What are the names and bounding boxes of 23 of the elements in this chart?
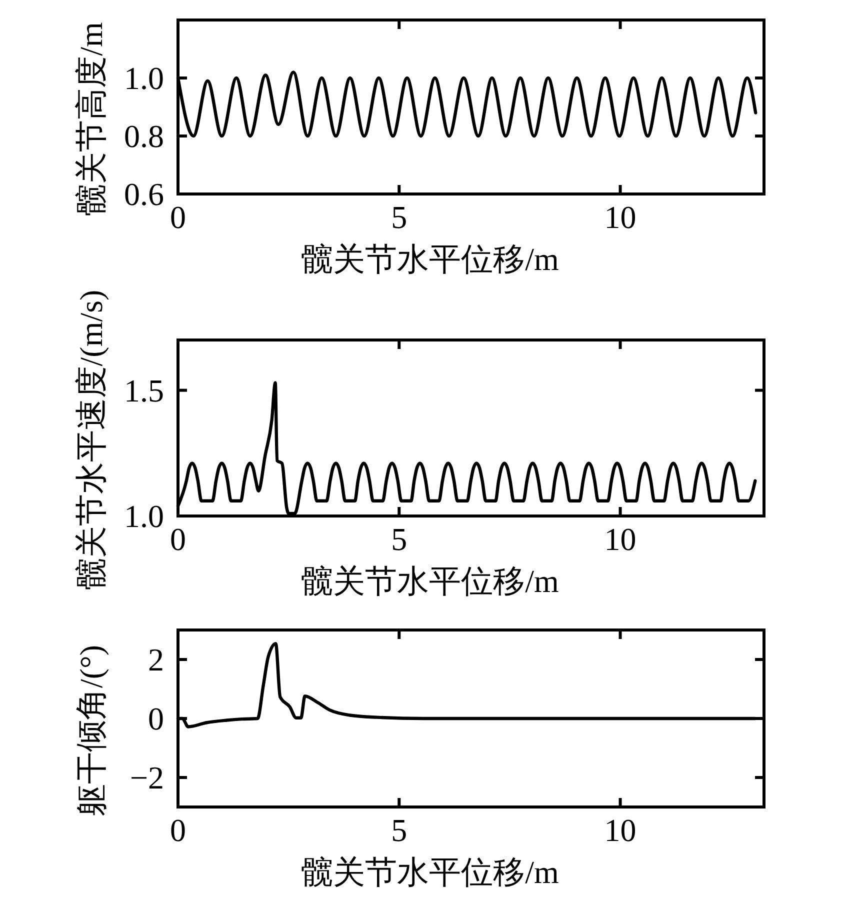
x-tick-label: 0 (170, 521, 186, 557)
y-axis-title: 躯干倾角/(°) (73, 645, 109, 816)
x-tick-label: 5 (391, 199, 408, 235)
y-tick-label: 0.8 (124, 118, 164, 154)
x-axis-title: 髋关节水平位移/m (301, 854, 559, 890)
y-tick-label: 2 (148, 642, 164, 678)
y-tick-label: 1.5 (124, 372, 164, 408)
x-tick-label: 5 (391, 812, 408, 848)
x-tick-label: 10 (604, 812, 636, 848)
y-tick-label: 0.6 (124, 176, 164, 212)
x-axis-title: 髋关节水平位移/m (301, 241, 559, 277)
y-tick-label: 1.0 (124, 60, 164, 96)
x-tick-label: 10 (604, 199, 636, 235)
y-axis-title: 髋关节水平速度/(m/s) (73, 290, 109, 590)
x-tick-label: 0 (170, 199, 186, 235)
x-tick-label: 5 (391, 521, 408, 557)
x-axis-title: 髋关节水平位移/m (301, 563, 559, 599)
x-tick-label: 0 (170, 812, 186, 848)
x-tick-label: 10 (604, 521, 636, 557)
y-axis-title: 髋关节高度/m (73, 22, 109, 216)
y-tick-label: 1.0 (124, 498, 164, 534)
y-tick-label: 0 (148, 700, 164, 736)
y-tick-label: −2 (130, 760, 164, 796)
